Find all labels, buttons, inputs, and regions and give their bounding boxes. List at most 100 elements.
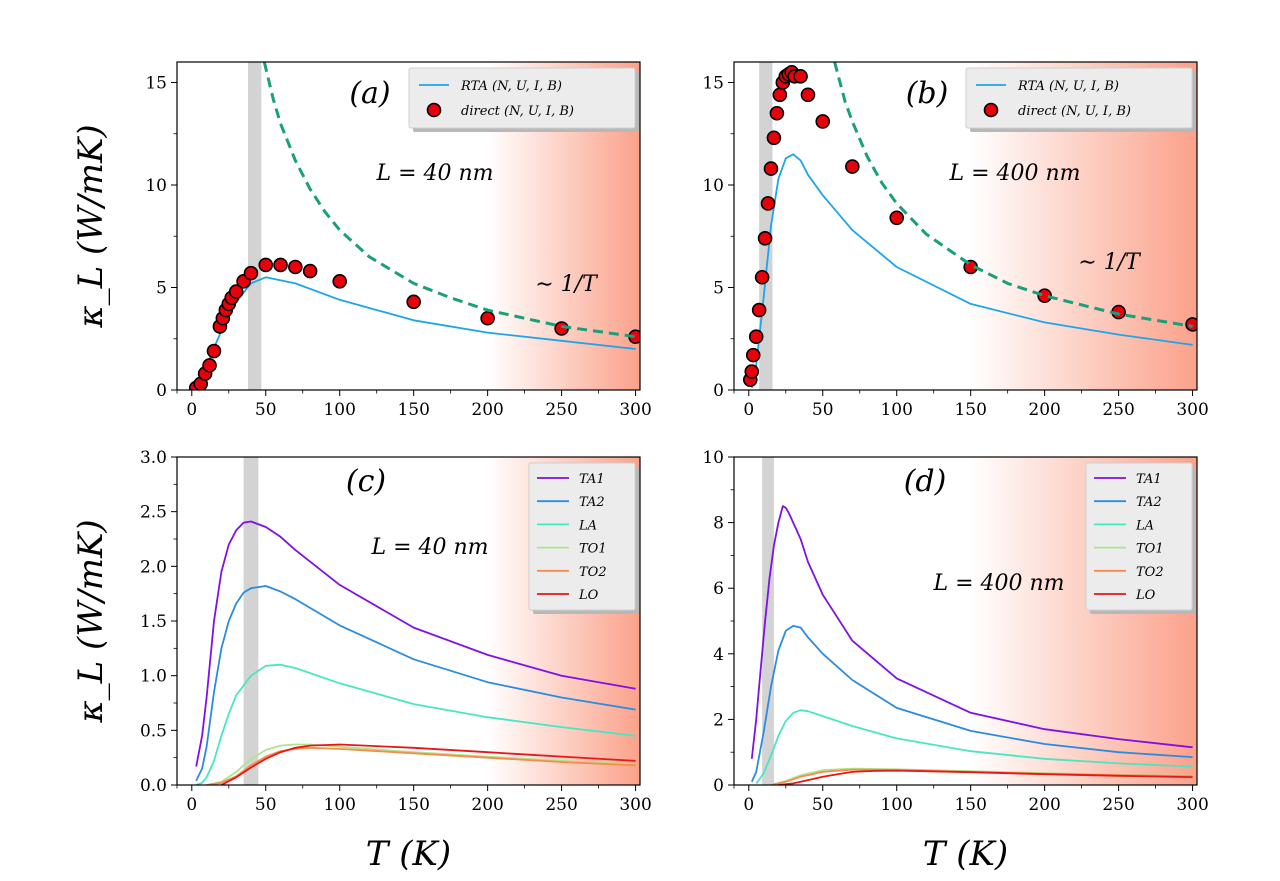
y-tick-label: 2.0 [140,557,167,577]
series-line-rta-n-u-i-b- [750,153,1193,389]
panel-label: (d) [904,464,947,499]
legend-label-to2: TO2 [579,565,607,580]
data-point-direct [751,302,767,318]
series-line-rta-n-u-i-b- [195,276,636,390]
data-point-direct [760,196,776,211]
series-line-to1 [206,743,636,785]
data-point-direct [754,269,770,285]
panel-d: 0 50 100 150 200 250 300 0 2 4 6 8 10 (d) L = 400 nm T … [702,448,1208,874]
length-annotation: L = 400 nm [948,161,1080,186]
data-point-direct [406,294,421,310]
x-tick-label: 250 [1102,795,1134,815]
length-annotation: L = 400 nm [932,571,1064,596]
legend-label-to1: TO1 [579,542,607,557]
y-tick-label: 15 [702,74,724,94]
x-tick-label: 50 [255,400,277,420]
panel-c: 0 50 100 150 200 250 300 0.0 0.5 1.0 1.5 2.0 2.5 3.0 (… [71,448,652,874]
crossover-band [243,457,259,785]
legend-label-rta: RTA (N, U, I, B) [1017,79,1119,94]
x-tick-label: 0 [743,795,754,815]
x-tick-label: 200 [1028,795,1060,815]
y-tick-label: 5 [713,279,724,299]
plot-area [750,505,1193,785]
x-axis-label: T (K) [366,834,451,874]
legend-label-la: LA [578,518,597,533]
x-tick-label: 250 [1102,400,1134,420]
y-tick-label: 0 [156,381,167,401]
legend-label-lo: LO [578,588,599,603]
crossover-band [248,62,262,390]
legend-label-direct: direct (N, U, I, B) [461,104,574,119]
length-annotation: L = 40 nm [370,535,488,560]
legend-swatch-direct [426,102,442,118]
data-point-direct [769,105,785,121]
x-tick-label: 300 [1176,795,1208,815]
data-point-direct [258,257,274,273]
inverse-t-annotation: ∼ 1/T [535,272,599,297]
panel-label: (b) [906,76,949,111]
axes-frame [733,61,1198,391]
series-line--1-t [262,62,636,339]
legend-box [965,67,1193,129]
y-tick-label: 0.0 [140,776,167,796]
legend-label-ta1: TA1 [579,472,605,487]
x-tick-label: 50 [812,795,834,815]
y-tick-label: 6 [713,579,724,599]
series-line-ta1 [195,520,636,767]
length-annotation: L = 40 nm [375,161,493,186]
data-point-direct [332,274,348,289]
data-point-direct [748,329,764,345]
x-tick-label: 150 [954,795,986,815]
x-tick-label: 50 [255,795,277,815]
x-tick-label: 300 [619,795,651,815]
series-line-ta2 [195,585,636,781]
data-point-direct [228,284,244,299]
series-line-la [755,709,1193,784]
data-point-direct [772,87,788,103]
legend-box [528,462,636,611]
data-point-direct [206,343,222,359]
y-tick-label: 4 [713,645,724,665]
y-tick-label: 3.0 [140,448,167,468]
x-tick-label: 100 [323,795,355,815]
y-axis-label: κ_L (W/mK) [71,124,111,328]
data-point-direct [800,87,816,103]
crossover-band [762,457,774,785]
data-point-direct [480,310,495,326]
y-tick-label: 15 [145,74,167,94]
x-tick-label: 0 [186,795,197,815]
data-point-direct [302,263,318,279]
x-tick-label: 100 [323,400,355,420]
data-point-direct [793,69,808,84]
data-point-direct [744,364,760,379]
x-tick-label: 200 [471,795,503,815]
data-point-direct [766,130,782,146]
series-line-ta1 [750,505,1193,759]
data-point-direct [1037,288,1052,304]
axes-frame [176,61,641,391]
legend-label-to2: TO2 [1136,565,1164,580]
y-tick-label: 2.5 [140,503,167,523]
legend-box [1085,462,1193,611]
plot-area [188,62,640,390]
legend: RTA (N, U, I, B) direct (N, U, I, B) [408,67,639,132]
y-tick-label: 1.5 [140,612,167,632]
x-tick-label: 0 [186,400,197,420]
inverse-t-annotation: ∼ 1/T [1078,250,1142,275]
y-tick-label: 10 [145,176,167,196]
legend-swatch-direct [983,102,999,118]
y-tick-label: 0 [713,381,724,401]
legend: TA1 TA2 LA TO1 TO2 LO [528,462,639,614]
x-tick-label: 150 [397,400,429,420]
x-tick-label: 200 [1028,400,1060,420]
data-point-direct [1185,317,1197,332]
data-point-direct [815,114,831,129]
y-tick-label: 8 [713,514,724,534]
x-tick-label: 100 [880,795,912,815]
series-line--1-t [833,62,1193,328]
x-tick-label: 0 [743,400,754,420]
legend-label-direct: direct (N, U, I, B) [1018,104,1131,119]
y-tick-label: 10 [702,448,724,468]
y-tick-label: 2 [713,710,724,730]
